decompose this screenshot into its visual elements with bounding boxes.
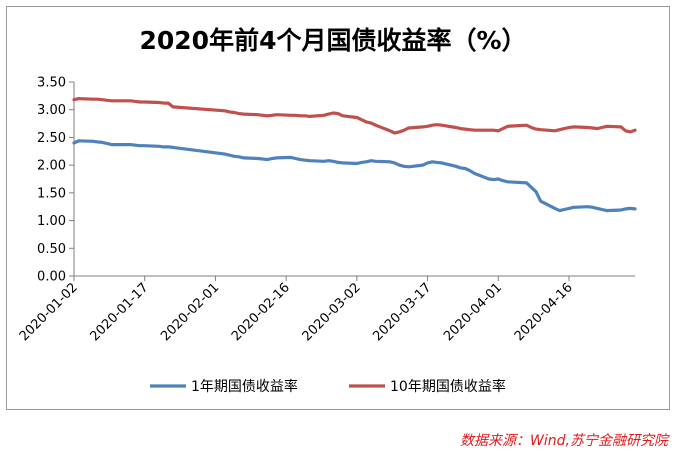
series-line-1	[72, 139, 637, 213]
line-chart: 2020年前4个月国债收益率（%） 0.00 0.50 1.00 1.50 2.00 2.…	[17, 26, 637, 395]
x-axis: 2020-01-02 2020-01-17 2020-02-01 2020-02-16…	[17, 275, 635, 344]
legend: 1年期国债收益率 10年期国债收益率	[150, 378, 506, 395]
x-tick-label: 2020-04-01	[441, 280, 505, 344]
y-tick-label: 1.00	[37, 214, 66, 229]
y-tick-label: 2.50	[37, 131, 66, 146]
chart-frame: 2020年前4个月国债收益率（%） 0.00 0.50 1.00 1.50 2.00 2.…	[6, 6, 670, 410]
legend-label-1: 1年期国债收益率	[191, 378, 298, 395]
source-note: 数据来源：Wind,苏宁金融研究院	[460, 433, 668, 449]
x-tick-label: 2020-04-16	[512, 280, 576, 344]
legend-label-2: 10年期国债收益率	[390, 378, 506, 395]
y-tick-label: 1.50	[37, 186, 66, 201]
x-tick-label: 2020-03-17	[370, 280, 434, 344]
chart-title: 2020年前4个月国债收益率（%）	[139, 26, 526, 55]
y-tick-label: 3.00	[37, 103, 66, 118]
x-tick-label: 2020-01-02	[17, 280, 81, 344]
x-tick-label: 2020-02-01	[158, 280, 222, 344]
y-tick-label: 3.50	[37, 76, 66, 91]
x-tick-label: 2020-01-17	[88, 280, 152, 344]
series-line-2	[72, 96, 637, 135]
y-tick-label: 2.00	[37, 159, 66, 174]
x-tick-label: 2020-02-16	[229, 280, 293, 344]
series-layer	[72, 96, 637, 213]
y-axis: 0.00 0.50 1.00 1.50 2.00 2.50 3.00 3.50	[37, 76, 75, 285]
y-tick-label: 0.50	[37, 242, 66, 257]
y-tick-label: 0.00	[37, 270, 66, 285]
x-tick-label: 2020-03-02	[300, 280, 364, 344]
